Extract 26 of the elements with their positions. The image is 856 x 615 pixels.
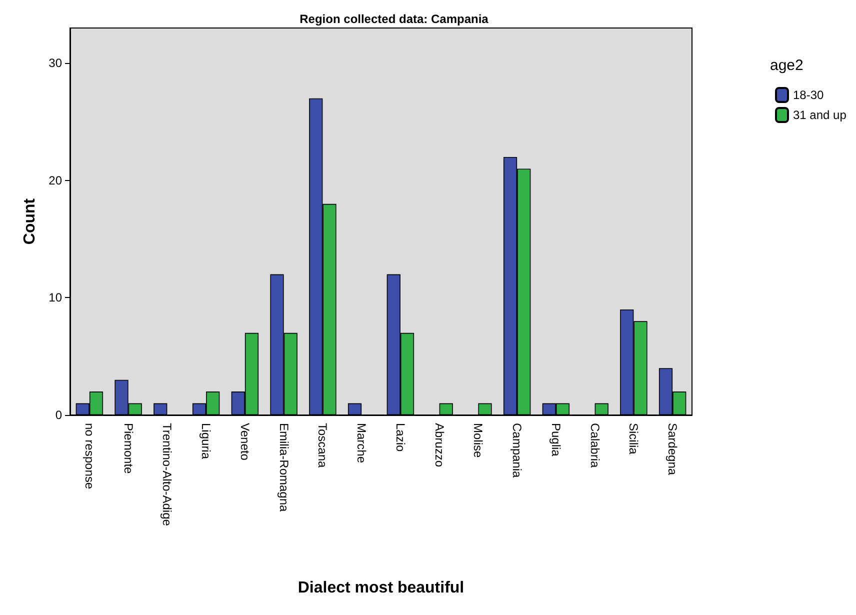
x-tick-label: Sardegna bbox=[666, 423, 680, 476]
x-tick-label: no response bbox=[82, 423, 96, 490]
y-tick-label: 30 bbox=[48, 56, 62, 70]
x-tick-label: Puglia bbox=[548, 423, 563, 457]
x-tick-label: Piemonte bbox=[121, 423, 136, 474]
legend-label: 18-30 bbox=[793, 88, 824, 102]
legend-title: age2 bbox=[770, 57, 804, 74]
legend-label: 31 and up bbox=[793, 108, 847, 122]
y-axis-title: Count bbox=[21, 198, 38, 245]
x-tick-label: Sicilia bbox=[626, 423, 641, 455]
x-tick-label: Toscana bbox=[316, 423, 330, 468]
x-tick-label: Liguria bbox=[199, 423, 214, 460]
x-tick-label: Veneto bbox=[238, 423, 252, 461]
x-tick-label: Abruzzo bbox=[432, 423, 446, 468]
x-tick-label: Campania bbox=[510, 423, 524, 478]
x-tick-label: Molise bbox=[471, 423, 486, 458]
y-tick-label: 20 bbox=[48, 173, 62, 188]
x-tick-label: Calabria bbox=[588, 423, 602, 468]
x-tick-label: Marche bbox=[354, 423, 369, 464]
x-axis-title: Dialect most beautiful bbox=[298, 580, 464, 596]
chart-title: Region collected data: Campania bbox=[300, 12, 489, 26]
x-tick-label: Lazio bbox=[393, 423, 408, 452]
y-tick-label: 10 bbox=[48, 290, 62, 305]
x-tick-label: Emilia-Romagna bbox=[276, 423, 291, 512]
x-tick-label: Trentino-Alto-Adige bbox=[160, 423, 174, 526]
y-tick-label: 0 bbox=[55, 408, 62, 422]
